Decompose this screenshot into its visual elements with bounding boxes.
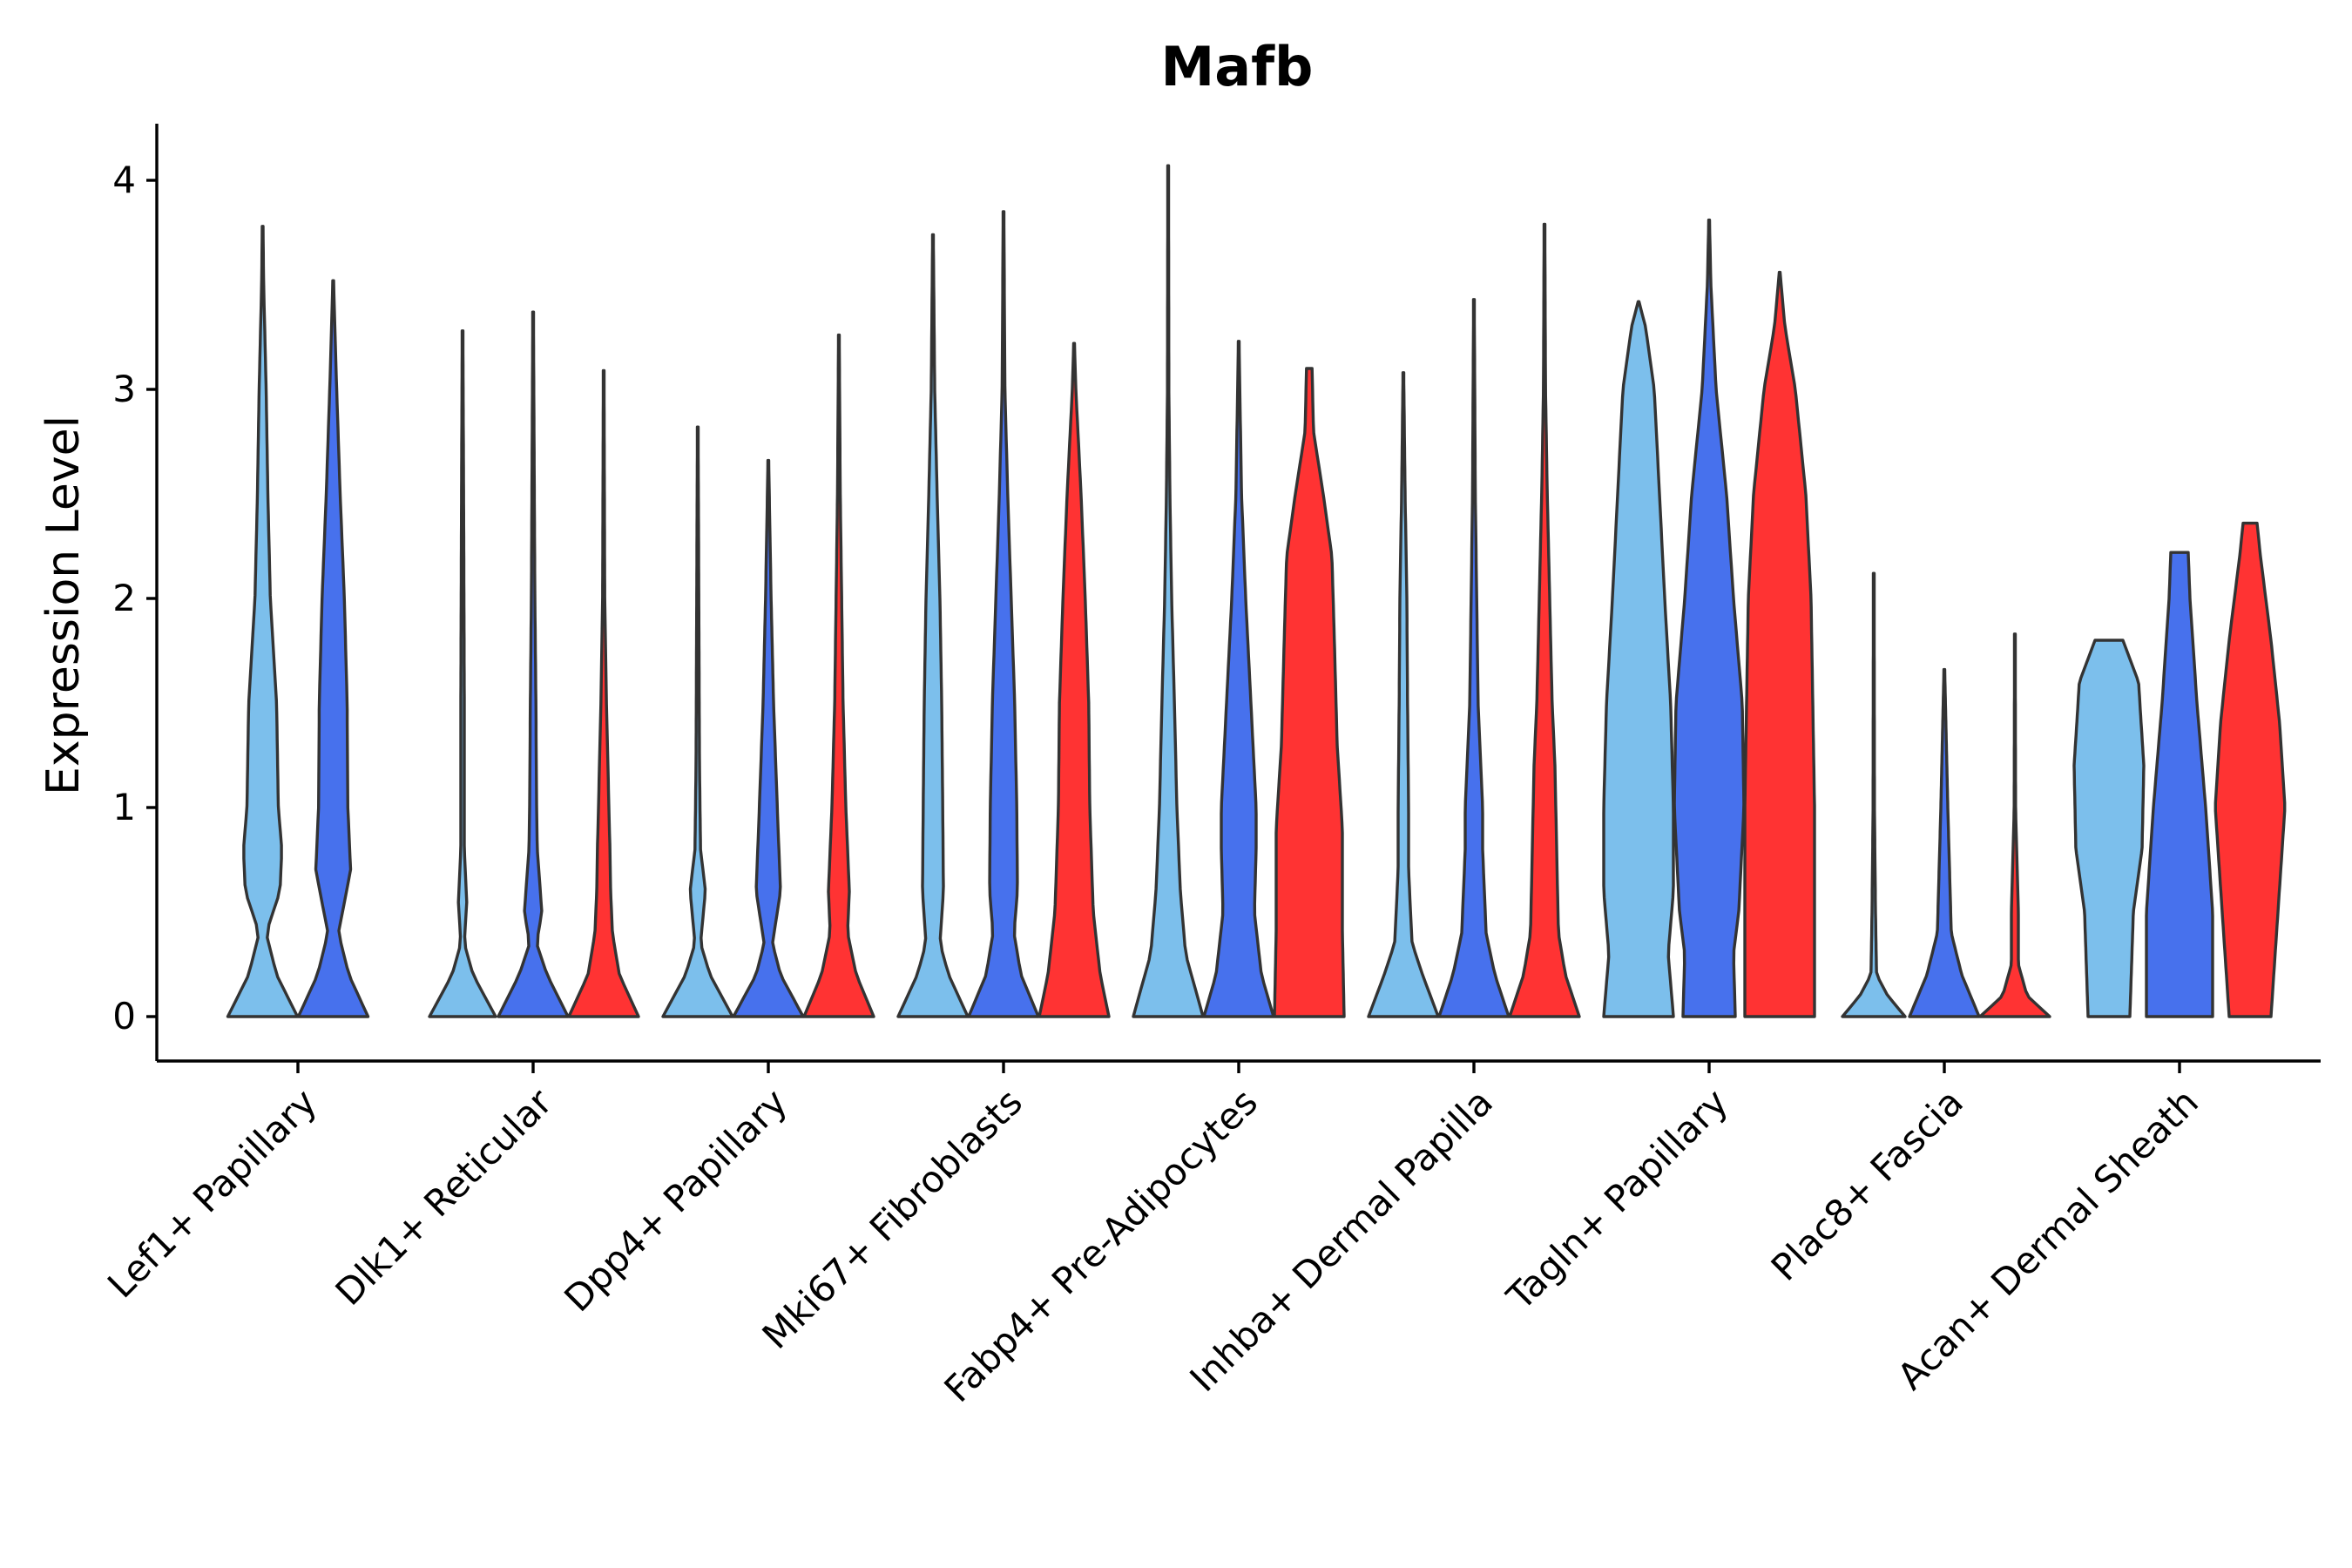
x-tick-label: Plac8+ Fascia bbox=[1763, 1080, 1971, 1288]
violin-3-1 bbox=[661, 425, 734, 1018]
violin-8-1 bbox=[1841, 571, 1907, 1018]
y-tick-label: 0 bbox=[112, 995, 136, 1037]
violin-9-2 bbox=[2145, 551, 2214, 1018]
violin-7-2 bbox=[1673, 218, 1746, 1018]
y-tick-label: 4 bbox=[112, 159, 136, 201]
y-axis-label: Expression Level bbox=[37, 416, 90, 795]
violin-8-3 bbox=[1978, 632, 2051, 1018]
violin-6-2 bbox=[1437, 298, 1511, 1018]
violin-2-1 bbox=[428, 329, 497, 1018]
violin-3-3 bbox=[802, 333, 875, 1018]
violin-2-3 bbox=[567, 368, 640, 1018]
y-tick-label: 2 bbox=[112, 577, 136, 619]
violin-3-2 bbox=[732, 458, 805, 1018]
violin-5-1 bbox=[1132, 164, 1205, 1018]
x-tick-label: Dlk1+ Reticular bbox=[328, 1080, 561, 1314]
violin-6-1 bbox=[1367, 371, 1440, 1018]
violin-9-3 bbox=[2213, 521, 2287, 1018]
y-tick-label: 3 bbox=[112, 368, 136, 410]
x-tick-label: Lef1+ Papillary bbox=[99, 1080, 325, 1306]
violin-1-2 bbox=[296, 279, 370, 1018]
violin-7-1 bbox=[1602, 300, 1675, 1018]
x-tick-label: Dpp4+ Papillary bbox=[556, 1080, 795, 1320]
violin-2-2 bbox=[497, 310, 570, 1018]
violin-7-3 bbox=[1743, 270, 1816, 1018]
plot-area bbox=[226, 164, 2287, 1018]
violin-5-2 bbox=[1202, 340, 1275, 1018]
violin-4-2 bbox=[967, 210, 1040, 1018]
x-tick-label: Tagln+ Papillary bbox=[1498, 1080, 1736, 1318]
x-tick-label: Mki67+ Fibroblasts bbox=[754, 1080, 1031, 1356]
violin-1-1 bbox=[226, 225, 300, 1018]
y-tick-label: 1 bbox=[112, 786, 136, 828]
violin-4-1 bbox=[896, 233, 970, 1018]
violin-8-2 bbox=[1908, 667, 1981, 1018]
chart-title: Mafb bbox=[1161, 35, 1314, 98]
violin-6-3 bbox=[1508, 222, 1581, 1018]
y-axis-ticks: 0 1 2 3 4 bbox=[112, 159, 157, 1037]
violin-4-3 bbox=[1037, 341, 1111, 1018]
violin-5-3 bbox=[1273, 367, 1346, 1018]
violin-9-1 bbox=[2072, 639, 2146, 1018]
